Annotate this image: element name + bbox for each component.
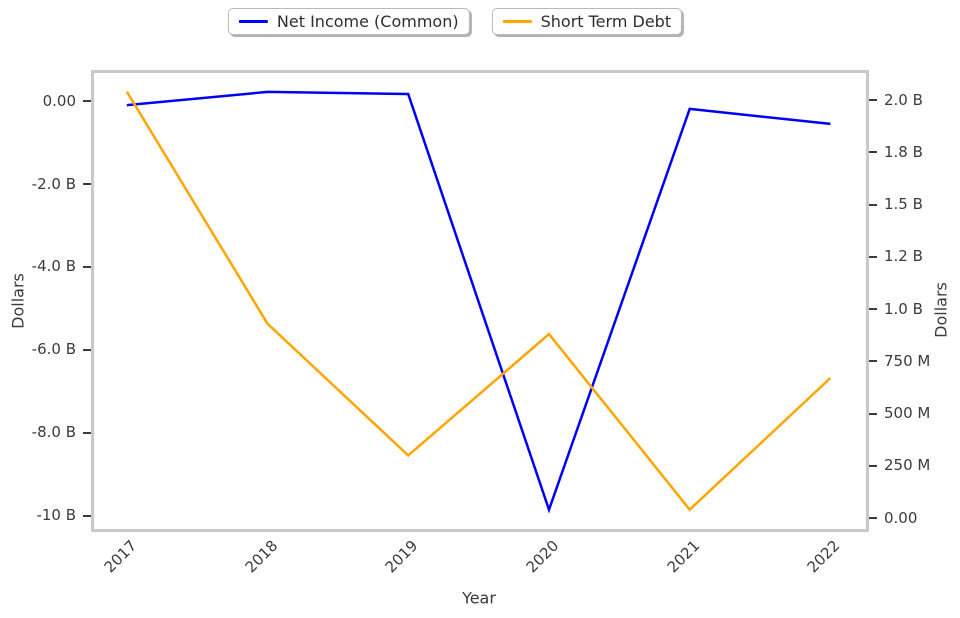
y-right-tick xyxy=(869,203,877,206)
y-left-tick-label: -6.0 B xyxy=(31,340,76,359)
y-right-tick-label: 1.8 B xyxy=(884,142,923,161)
y-right-tick xyxy=(869,360,877,363)
legend: Net Income (Common) Short Term Debt xyxy=(227,8,683,35)
y-right-tick-label: 250 M xyxy=(884,456,931,475)
net-income-line-swatch-icon xyxy=(238,20,268,23)
x-tick-label: 2019 xyxy=(381,536,422,577)
x-tick-label: 2021 xyxy=(663,536,703,577)
y-left-tick xyxy=(83,348,91,351)
y-left-tick-label: -8.0 B xyxy=(31,423,76,442)
y-right-tick-label: 0.00 xyxy=(884,508,918,527)
y-left-tick-label: -10 B xyxy=(36,506,76,525)
y-right-tick xyxy=(869,412,877,415)
plot-border xyxy=(91,70,869,532)
y-right-tick xyxy=(869,151,877,154)
y-right-tick-label: 2.0 B xyxy=(884,90,923,109)
y-right-tick-label: 1.5 B xyxy=(884,195,923,214)
y-right-tick-label: 1.2 B xyxy=(884,247,923,266)
net-income-line xyxy=(126,90,831,514)
x-tick-label: 2017 xyxy=(100,536,141,577)
y-left-axis-label: Dollars xyxy=(8,273,28,329)
x-tick-label: 2020 xyxy=(522,536,563,577)
x-tick-label: 2022 xyxy=(803,536,844,577)
legend-label-net-income: Net Income (Common) xyxy=(276,12,459,31)
y-left-tick xyxy=(83,431,91,434)
y-right-tick-label: 1.0 B xyxy=(884,299,923,318)
chart-canvas xyxy=(125,90,832,514)
y-right-tick-label: 750 M xyxy=(884,351,931,370)
legend-item-short-term-debt: Short Term Debt xyxy=(491,8,683,35)
y-left-tick-label: -2.0 B xyxy=(31,174,76,193)
y-left-tick-label: 0.00 xyxy=(42,91,76,110)
y-right-tick xyxy=(869,255,877,258)
y-left-tick xyxy=(83,100,91,103)
short-term-debt-line xyxy=(125,90,832,512)
y-left-tick xyxy=(83,265,91,268)
y-right-tick xyxy=(869,517,877,520)
y-right-tick xyxy=(869,99,877,101)
y-left-tick xyxy=(83,183,91,185)
legend-item-net-income: Net Income (Common) xyxy=(227,8,470,35)
y-right-axis-label: Dollars xyxy=(931,282,951,338)
x-tick-label: 2018 xyxy=(241,536,281,577)
x-axis-label: Year xyxy=(462,588,496,608)
y-left-tick xyxy=(83,514,91,517)
y-right-tick xyxy=(869,308,877,311)
y-right-tick xyxy=(869,464,877,467)
y-right-tick-label: 500 M xyxy=(884,404,931,423)
short-term-debt-line-swatch-icon xyxy=(502,20,532,23)
y-left-tick-label: -4.0 B xyxy=(31,257,76,276)
legend-label-short-term-debt: Short Term Debt xyxy=(540,12,672,31)
